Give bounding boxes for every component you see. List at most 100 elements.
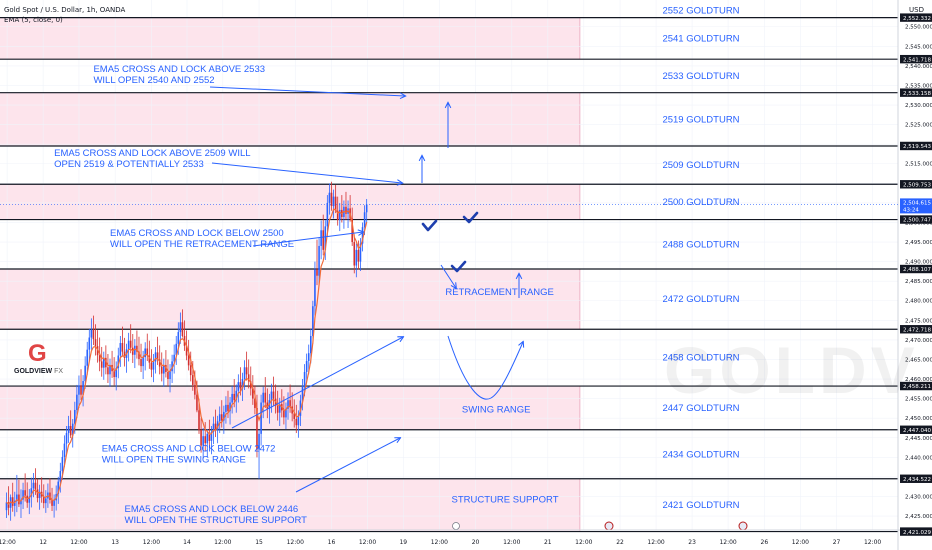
- candle-body: [38, 491, 41, 499]
- annotation-line: EMA5 CROSS AND LOCK BELOW 2446: [124, 504, 298, 515]
- arrow-to-2472[interactable]: [231, 337, 403, 429]
- check-mark-upper: [421, 219, 438, 232]
- candle-body: [198, 410, 200, 430]
- candle-body: [127, 340, 130, 350]
- candle-body: [204, 436, 207, 444]
- indicator-legend[interactable]: EMA (5, close, 0): [4, 16, 63, 24]
- candle-body: [61, 456, 64, 472]
- candle-body: [305, 361, 308, 372]
- candle-body: [181, 322, 184, 336]
- time-tick-label: 15: [255, 539, 263, 546]
- time-tick-label: 12:00: [143, 539, 160, 546]
- candle-body: [82, 380, 84, 395]
- price-tag-label: 2,500.747: [903, 218, 931, 224]
- price-tag-label: 2,533.158: [903, 91, 931, 97]
- candle-body: [71, 423, 74, 436]
- candle-body: [92, 329, 95, 340]
- candle-body: [252, 388, 254, 399]
- candle-body: [200, 429, 202, 446]
- time-tick-label: 14: [183, 539, 191, 546]
- price-tick-label: 2,530.000: [905, 103, 932, 109]
- logo-mark: G: [28, 340, 47, 367]
- goldturn-label: 2472 GOLDTURN: [662, 294, 739, 305]
- candle-body: [187, 355, 190, 366]
- candle-body: [123, 351, 126, 358]
- candle-body: [171, 361, 173, 372]
- price-tick-label: 2,440.000: [905, 455, 932, 461]
- candle-body: [239, 382, 242, 389]
- price-tick-label: 2,495.000: [905, 240, 932, 246]
- symbol-title[interactable]: Gold Spot / U.S. Dollar, 1h, OANDA: [4, 6, 126, 14]
- time-tick-label: 12:00: [431, 539, 448, 546]
- annotation-text: RETRACEMENT RANGE: [445, 287, 554, 298]
- candle-body: [189, 365, 192, 376]
- candle-body: [303, 371, 306, 387]
- ema-line: [6, 208, 368, 506]
- candle-body: [266, 402, 269, 409]
- arrow-to-2500[interactable]: [252, 232, 363, 247]
- candle-body: [295, 418, 298, 426]
- candle-body: [177, 332, 180, 344]
- candle-body: [262, 392, 264, 403]
- candle-body: [45, 498, 47, 504]
- price-tag: [900, 141, 932, 151]
- price-tick-label: 2,515.000: [905, 162, 932, 168]
- time-tick-label: 13: [111, 539, 119, 546]
- check-mark-lower: [450, 260, 467, 273]
- dividend-marker[interactable]: [452, 522, 460, 530]
- candle-body: [336, 210, 339, 221]
- time-axis[interactable]: 12:00 12 12:00 13 12:00 14 12:00 15 12:00 16 12:00…: [0, 539, 881, 546]
- candle-body: [314, 269, 316, 307]
- candle-body: [318, 245, 320, 276]
- candle-body: [57, 481, 60, 495]
- goldturn-label: 2552 GOLDTURN: [662, 5, 739, 16]
- annotation-text: EMA5 CROSS AND LOCK ABOVE 2509 WILL OPEN …: [54, 148, 250, 170]
- arrow-to-2446[interactable]: [295, 438, 400, 493]
- candle-body: [148, 355, 151, 363]
- candle-body: [328, 192, 331, 203]
- candle-body: [291, 406, 293, 414]
- candle-body: [218, 414, 221, 422]
- candle-body: [102, 357, 105, 368]
- arrow-to-2509[interactable]: [211, 162, 402, 183]
- arrow-down-retracement[interactable]: [440, 264, 456, 288]
- arrow-to-2533[interactable]: [209, 86, 405, 96]
- annotation-line: WILL OPEN THE STRUCTURE SUPPORT: [124, 515, 307, 526]
- swing-curve-arrow[interactable]: [447, 335, 523, 400]
- candle-body: [220, 414, 223, 421]
- price-tag: [900, 474, 932, 483]
- candle-body: [231, 393, 233, 403]
- price-tag-label: 2,434.522: [903, 477, 931, 483]
- candle-body: [7, 502, 10, 508]
- goldturn-label: 2458 GOLDTURN: [662, 353, 739, 364]
- candle-body: [254, 398, 256, 409]
- candle-body: [121, 343, 124, 352]
- candle-body: [330, 192, 333, 207]
- candle-body: [210, 431, 213, 441]
- price-tag: [900, 215, 932, 224]
- time-tick-label: 12:00: [0, 539, 16, 546]
- time-tick-label: 23: [688, 539, 696, 546]
- us-flag-icon[interactable]: [604, 521, 614, 531]
- candle-body: [67, 426, 70, 434]
- candle-body: [138, 351, 140, 360]
- us-flag-icon[interactable]: [738, 521, 748, 531]
- candles: [5, 181, 368, 521]
- candle-body: [322, 230, 325, 250]
- candle-body: [5, 502, 8, 511]
- candle-body: [299, 400, 302, 416]
- price-tag: [900, 425, 932, 434]
- annotations: EMA5 CROSS AND LOCK ABOVE 2533 WILL OPEN …: [54, 64, 559, 526]
- candle-body: [179, 322, 182, 333]
- price-tag: [900, 13, 932, 22]
- candle-body: [287, 400, 289, 409]
- candle-body: [115, 368, 118, 378]
- annotation-text: STRUCTURE SUPPORT: [452, 494, 559, 505]
- candle-body: [119, 343, 122, 356]
- annotation-text: SWING RANGE: [462, 404, 531, 415]
- candle-body: [22, 490, 24, 500]
- price-tick-label: 2,445.000: [905, 436, 932, 442]
- candle-body: [363, 212, 366, 228]
- candle-body: [324, 226, 327, 250]
